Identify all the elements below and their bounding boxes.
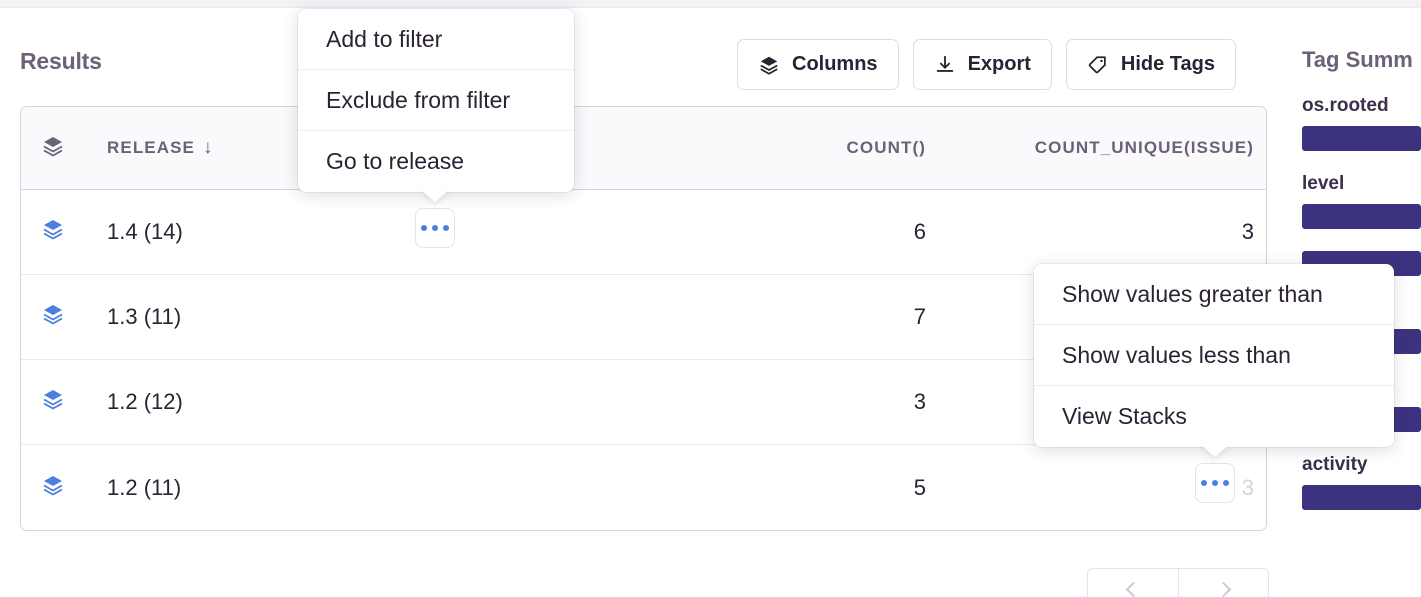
- menu-item-go-to-release[interactable]: Go to release: [326, 148, 465, 174]
- column-header-release-label: RELEASE: [107, 138, 195, 157]
- menu-item-show-values-greater-than[interactable]: Show values greater than: [1034, 264, 1394, 325]
- tag-summary-item[interactable]: level: [1302, 173, 1421, 229]
- menu-pointer-release: [420, 189, 450, 202]
- layers-icon: [41, 302, 65, 332]
- cell-count-unique: 3: [1241, 474, 1254, 500]
- table-row[interactable]: 1.2 (12) 3: [21, 360, 1266, 445]
- aggregate-context-menu: Show values greater than Show values les…: [1034, 264, 1394, 447]
- menu-pointer-aggregate: [1200, 444, 1230, 457]
- sort-descending-icon: ↓: [203, 137, 214, 158]
- release-value: 1.3 (11): [107, 304, 182, 329]
- layers-icon: [41, 134, 65, 163]
- dot-icon: [443, 225, 449, 231]
- hide-tags-button[interactable]: Hide Tags: [1065, 39, 1236, 90]
- export-button[interactable]: Export: [912, 39, 1052, 90]
- tag-bar[interactable]: [1302, 204, 1421, 229]
- cell-count: 6: [913, 219, 926, 244]
- layers-icon: [41, 473, 65, 503]
- release-value: 1.2 (11): [107, 474, 182, 500]
- chevron-left-icon: [1125, 581, 1141, 597]
- tag-label: os.rooted: [1302, 95, 1389, 116]
- layers-icon: [758, 54, 780, 76]
- row-actions-button[interactable]: [1195, 463, 1235, 503]
- tag-summary-item[interactable]: activity: [1302, 454, 1421, 510]
- release-value: 1.4 (14): [107, 219, 183, 244]
- cell-count: 5: [913, 474, 926, 500]
- menu-item-view-stacks[interactable]: View Stacks: [1062, 403, 1187, 429]
- table-header-row: RELEASE ↓ COUNT() COUNT_UNIQUE(ISSUE): [21, 107, 1266, 190]
- column-header-count[interactable]: COUNT(): [846, 138, 926, 157]
- row-actions-button[interactable]: [415, 208, 455, 248]
- menu-item-add-to-filter[interactable]: Add to filter: [298, 9, 574, 70]
- release-value: 1.2 (12): [107, 389, 183, 414]
- tag-summary-item[interactable]: os.rooted: [1302, 95, 1421, 151]
- export-button-label: Export: [967, 53, 1031, 75]
- release-context-menu: Add to filter Exclude from filter Go to …: [298, 9, 574, 192]
- menu-item-show-values-less-than[interactable]: Show values less than: [1034, 325, 1394, 386]
- column-header-release[interactable]: RELEASE ↓: [21, 134, 606, 163]
- table-row[interactable]: 1.2 (11) 5 3: [21, 445, 1266, 530]
- cell-release: 1.2 (11): [21, 473, 606, 503]
- chevron-right-icon: [1215, 581, 1232, 597]
- pagination: [1087, 568, 1269, 597]
- hide-tags-button-label: Hide Tags: [1120, 53, 1215, 75]
- table-row[interactable]: 1.4 (14) 6 3: [21, 190, 1266, 275]
- cell-count: 3: [913, 389, 926, 414]
- columns-button-label: Columns: [792, 53, 878, 75]
- dot-icon: [1223, 480, 1229, 486]
- dot-icon: [1201, 480, 1207, 486]
- tag-icon: [1087, 54, 1109, 76]
- pagination-prev-button[interactable]: [1087, 568, 1178, 597]
- column-header-count-unique[interactable]: COUNT_UNIQUE(ISSUE): [1034, 138, 1254, 157]
- tag-label: level: [1302, 173, 1345, 194]
- cell-release: 1.3 (11): [21, 302, 606, 332]
- cell-release: 1.2 (12): [21, 387, 606, 417]
- tag-bar[interactable]: [1302, 485, 1421, 510]
- page-top-strip: [0, 0, 1421, 8]
- tag-bar[interactable]: [1302, 126, 1421, 151]
- layers-icon: [41, 217, 65, 247]
- table-row[interactable]: 1.3 (11) 7: [21, 275, 1266, 360]
- tag-summary-title: Tag Summ: [1302, 47, 1413, 72]
- layers-icon: [41, 387, 65, 417]
- dot-icon: [432, 225, 438, 231]
- results-toolbar: Columns Export Hide Tags: [737, 39, 1236, 90]
- cell-release: 1.4 (14): [21, 217, 606, 247]
- pagination-next-button[interactable]: [1178, 568, 1269, 597]
- download-icon: [934, 54, 956, 76]
- menu-item-exclude-from-filter[interactable]: Exclude from filter: [298, 70, 574, 131]
- dot-icon: [1212, 480, 1218, 486]
- columns-button[interactable]: Columns: [737, 39, 899, 90]
- cell-count: 7: [913, 304, 926, 329]
- page-title: Results: [20, 48, 102, 74]
- tag-label: activity: [1302, 454, 1368, 475]
- cell-count-unique: 3: [1241, 219, 1254, 244]
- dot-icon: [421, 225, 427, 231]
